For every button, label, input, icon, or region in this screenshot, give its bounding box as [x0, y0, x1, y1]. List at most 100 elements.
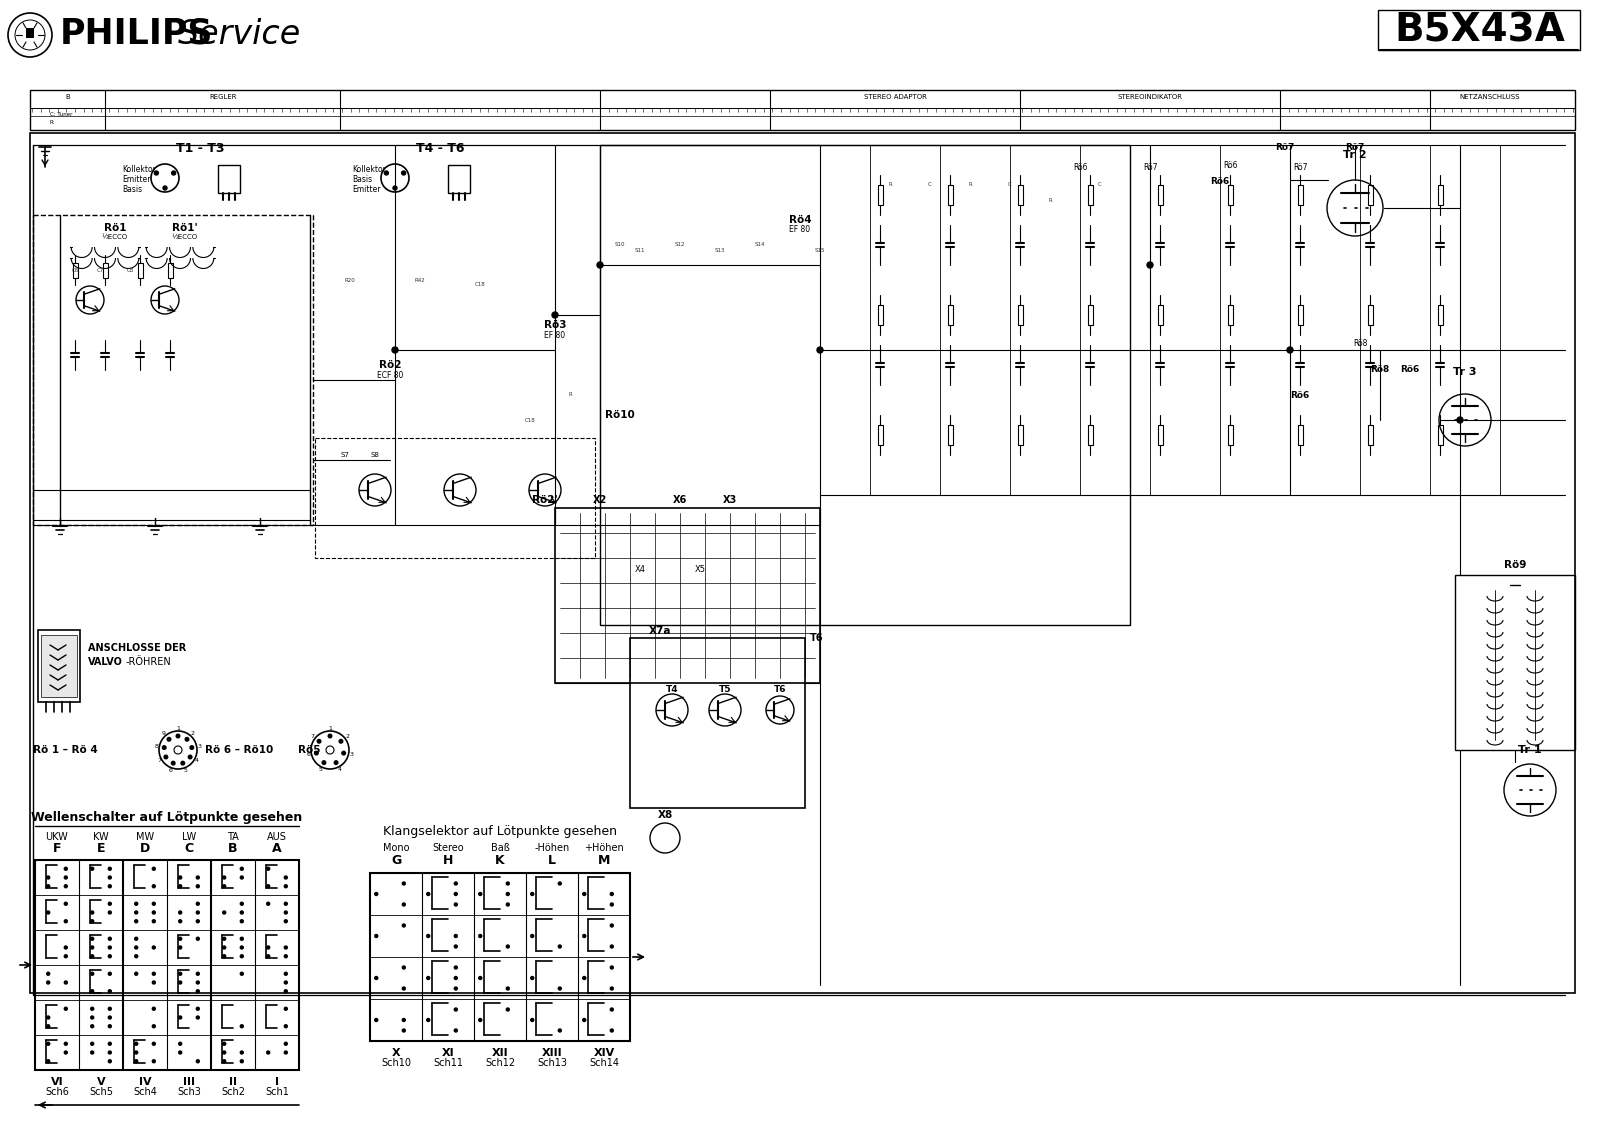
- Text: Mono: Mono: [382, 843, 410, 853]
- Circle shape: [109, 877, 112, 879]
- Bar: [72, 262, 77, 277]
- Text: 4: 4: [338, 767, 341, 772]
- Circle shape: [91, 973, 94, 975]
- Text: III: III: [182, 1077, 195, 1087]
- Circle shape: [186, 737, 189, 741]
- Text: REGLER: REGLER: [210, 94, 237, 100]
- Circle shape: [328, 734, 331, 737]
- Circle shape: [1458, 417, 1462, 423]
- Circle shape: [91, 1016, 94, 1019]
- Bar: [1088, 425, 1093, 444]
- Circle shape: [531, 934, 534, 938]
- Text: I: I: [275, 1077, 278, 1087]
- Circle shape: [197, 981, 200, 984]
- Text: Basis: Basis: [352, 175, 373, 184]
- Text: X7a: X7a: [648, 625, 672, 636]
- Bar: [1298, 425, 1302, 444]
- Circle shape: [163, 745, 166, 750]
- Circle shape: [478, 892, 482, 896]
- Text: Rö 1 – Rö 4: Rö 1 – Rö 4: [34, 745, 98, 756]
- Circle shape: [267, 946, 270, 949]
- Circle shape: [152, 1060, 155, 1063]
- Text: C18: C18: [475, 283, 485, 287]
- Text: 8: 8: [154, 744, 158, 749]
- Circle shape: [134, 973, 138, 975]
- Circle shape: [285, 955, 288, 958]
- Circle shape: [197, 903, 200, 905]
- Circle shape: [240, 955, 243, 958]
- Text: NETZANSCHLUSS: NETZANSCHLUSS: [1459, 94, 1520, 100]
- Text: 7: 7: [157, 759, 162, 763]
- Text: G: G: [390, 854, 402, 866]
- Bar: [600, 145, 1130, 625]
- Bar: [1018, 305, 1022, 325]
- Text: VALVO: VALVO: [88, 657, 123, 667]
- Circle shape: [334, 761, 338, 765]
- Circle shape: [46, 1016, 50, 1019]
- Circle shape: [109, 1008, 112, 1010]
- Bar: [947, 425, 952, 444]
- Circle shape: [152, 910, 155, 914]
- Text: X8: X8: [658, 810, 672, 820]
- Circle shape: [267, 867, 270, 870]
- Circle shape: [610, 1008, 613, 1011]
- Text: 7: 7: [310, 734, 315, 739]
- Text: UKW: UKW: [46, 832, 69, 841]
- Circle shape: [46, 1060, 50, 1063]
- Text: Sch5: Sch5: [90, 1087, 114, 1097]
- Circle shape: [134, 955, 138, 958]
- Circle shape: [285, 1051, 288, 1054]
- Circle shape: [506, 987, 509, 990]
- Circle shape: [531, 1019, 534, 1021]
- Text: Rö7: Rö7: [1346, 144, 1365, 153]
- Text: AUS: AUS: [267, 832, 286, 841]
- Text: T5: T5: [718, 685, 731, 694]
- Text: Tr 2: Tr 2: [1342, 150, 1366, 159]
- Circle shape: [179, 981, 182, 984]
- Bar: [947, 185, 952, 205]
- Circle shape: [240, 877, 243, 879]
- Circle shape: [64, 903, 67, 905]
- Circle shape: [64, 1008, 67, 1010]
- Text: R: R: [1048, 198, 1051, 202]
- Text: 2: 2: [190, 731, 194, 735]
- Text: Rö1': Rö1': [173, 223, 198, 233]
- Circle shape: [109, 973, 112, 975]
- Circle shape: [109, 1051, 112, 1054]
- Text: Sch6: Sch6: [45, 1087, 69, 1097]
- Text: 1: 1: [328, 725, 331, 731]
- Circle shape: [197, 1008, 200, 1010]
- Text: ECF 80: ECF 80: [378, 371, 403, 380]
- Text: M: M: [598, 854, 610, 866]
- Text: C8: C8: [126, 268, 134, 273]
- Circle shape: [454, 976, 458, 979]
- Bar: [35, 860, 299, 1070]
- Circle shape: [171, 171, 176, 175]
- Bar: [1018, 425, 1022, 444]
- Circle shape: [582, 892, 586, 896]
- Text: XI: XI: [442, 1048, 454, 1057]
- Circle shape: [190, 745, 194, 750]
- Circle shape: [197, 973, 200, 975]
- Bar: [1157, 185, 1163, 205]
- Text: C: C: [184, 841, 194, 855]
- Circle shape: [402, 882, 405, 884]
- Text: Sch1: Sch1: [266, 1087, 290, 1097]
- Circle shape: [222, 884, 226, 888]
- Circle shape: [506, 903, 509, 906]
- Circle shape: [506, 892, 509, 896]
- Circle shape: [240, 903, 243, 905]
- Bar: [1368, 185, 1373, 205]
- Text: Rö 6 – Rö10: Rö 6 – Rö10: [205, 745, 274, 756]
- Circle shape: [64, 946, 67, 949]
- Text: ½ECCO: ½ECCO: [171, 234, 198, 240]
- Circle shape: [64, 955, 67, 958]
- Circle shape: [197, 990, 200, 993]
- Circle shape: [168, 737, 171, 741]
- Circle shape: [46, 973, 50, 975]
- Circle shape: [454, 882, 458, 884]
- Text: KW: KW: [93, 832, 109, 841]
- Circle shape: [374, 1019, 378, 1021]
- Circle shape: [109, 1016, 112, 1019]
- Circle shape: [91, 1025, 94, 1028]
